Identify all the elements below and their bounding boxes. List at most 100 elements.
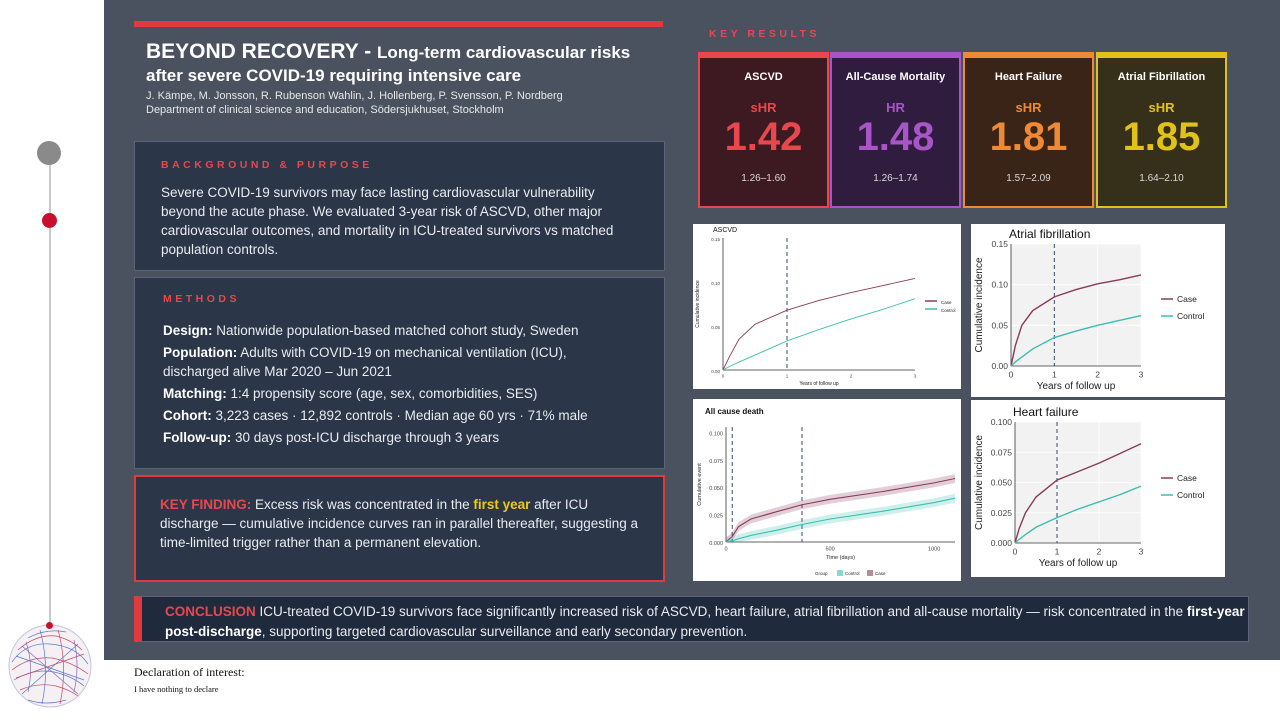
- x-tick-label: 2: [1095, 370, 1100, 380]
- chart-title: Heart failure: [1013, 405, 1079, 419]
- key-result-value: 1.81: [989, 115, 1068, 159]
- y-tick-label: 0.00: [991, 361, 1008, 371]
- chart-death: 0.100 0.075 0.050 0.025 0.000 0 500 1000 All cau…: [693, 399, 961, 581]
- declaration-text: I have nothing to declare: [134, 684, 219, 694]
- nav-dot-grey[interactable]: [37, 141, 61, 165]
- key-result-metric: sHR: [750, 100, 777, 115]
- series-line-case: [725, 477, 956, 543]
- key-result-card: All-Cause Mortality HR 1.48 1.26–1.74: [830, 52, 961, 208]
- series-line-control: [1014, 485, 1142, 544]
- methods-population: Population: Adults with COVID-19 on mech…: [163, 345, 567, 379]
- key-result-ci: 1.57–2.09: [1006, 173, 1051, 184]
- key-result-metric: HR: [886, 100, 905, 115]
- key-result-card: Heart Failure sHR 1.81 1.57–2.09: [963, 52, 1094, 208]
- declaration: Declaration of interest: I have nothing …: [134, 665, 245, 694]
- key-result-card: ASCVD sHR 1.42 1.26–1.60: [698, 52, 829, 208]
- x-tick-label: 1: [1052, 370, 1057, 380]
- x-tick-label: 2: [850, 374, 853, 379]
- nav-dot-red[interactable]: [42, 213, 57, 228]
- key-result-metric: sHR: [1148, 100, 1175, 115]
- series-line-case: [722, 278, 916, 371]
- key-result-title: ASCVD: [744, 71, 783, 83]
- x-tick-label: 0: [724, 547, 727, 553]
- key-result-value: 1.85: [1122, 115, 1201, 159]
- legend-label: Case: [941, 300, 952, 305]
- y-axis-label: Cumulative event: [697, 463, 703, 506]
- key-result-title: Atrial Fibrillation: [1117, 71, 1206, 83]
- key-result-card: Atrial Fibrillation sHR 1.85 1.64–2.10: [1096, 52, 1227, 208]
- key-result-title: Heart Failure: [994, 71, 1063, 83]
- legend-label: Case: [875, 571, 886, 576]
- series-ci-band-case: [726, 474, 955, 542]
- y-axis-label: Cumulative incidence: [695, 280, 701, 328]
- y-tick-label: 0.10: [711, 281, 720, 286]
- declaration-title: Declaration of interest:: [134, 665, 245, 679]
- y-axis-label: Cumulative incidence: [974, 257, 985, 352]
- title-accent-bar: [134, 21, 663, 27]
- department: Department of clinical science and educa…: [146, 104, 504, 116]
- legend-label: Control: [1177, 311, 1205, 321]
- key-result-metric: sHR: [1015, 100, 1042, 115]
- key-finding-panel: KEY FINDING: Excess risk was concentrate…: [134, 475, 665, 582]
- key-result-ci: 1.64–2.10: [1139, 173, 1184, 184]
- y-tick-label: 0.075: [709, 459, 723, 465]
- authors: J. Kämpe, M. Jonsson, R. Rubenson Wahlin…: [146, 90, 563, 102]
- poster-title: BEYOND RECOVERY -: [146, 40, 378, 63]
- series-line-control: [725, 497, 956, 543]
- y-tick-label: 0.15: [991, 239, 1008, 249]
- x-axis-label: Years of follow up: [1037, 381, 1116, 392]
- methods-follow-up: Follow-up: 30 days post-ICU discharge th…: [163, 430, 500, 445]
- chart-af: 0.15 0.10 0.05 0.00 0 1 2 3 Atrial fibrillation Y…: [971, 224, 1225, 397]
- background-text: Severe COVID-19 survivors may face lasti…: [161, 185, 614, 257]
- methods-design: Design: Nationwide population-based matc…: [163, 323, 579, 338]
- y-tick-label: 0.00: [711, 369, 720, 374]
- x-axis-label: Time (days): [826, 555, 855, 561]
- y-tick-label: 0.15: [711, 237, 720, 242]
- y-tick-label: 0.075: [991, 447, 1013, 457]
- timeline-line: [49, 160, 51, 630]
- key-result-value: 1.42: [724, 115, 803, 159]
- key-results-heading: KEY RESULTS: [709, 28, 821, 40]
- x-tick-label: 3: [914, 374, 917, 379]
- legend-swatch-control: [837, 570, 843, 576]
- chart-title: All cause death: [705, 407, 764, 416]
- y-tick-label: 0.050: [709, 486, 723, 492]
- y-tick-label: 0.000: [991, 538, 1013, 548]
- series-line-control: [722, 298, 916, 371]
- methods-heading: METHODS: [163, 293, 240, 305]
- y-tick-label: 0.10: [991, 280, 1008, 290]
- y-tick-label: 0.05: [711, 325, 720, 330]
- legend-label: Control: [1177, 490, 1205, 500]
- x-tick-label: 1: [1055, 547, 1060, 557]
- sidebar: [0, 0, 104, 720]
- conclusion-text: CONCLUSION ICU-treated COVID-19 survivor…: [165, 604, 1245, 639]
- x-tick-label: 0: [722, 374, 725, 379]
- x-axis-label: Years of follow up: [1039, 558, 1118, 569]
- chart-title: Atrial fibrillation: [1009, 227, 1090, 241]
- background-heading: BACKGROUND & PURPOSE: [161, 159, 373, 171]
- series-line-control: [1010, 314, 1142, 367]
- chart-ascvd-svg: 0.15 0.10 0.05 0.000 1 2 3 ASCVD Years of follow…: [695, 227, 956, 387]
- key-result-title: All-Cause Mortality: [845, 71, 946, 83]
- x-tick-label: 500: [825, 547, 834, 553]
- poster-subtitle-line2: after severe COVID-19 requiring intensiv…: [146, 66, 522, 85]
- y-axis-label: Cumulative incidence: [974, 435, 985, 530]
- chart-title: ASCVD: [713, 227, 737, 234]
- x-tick-label: 2: [1097, 547, 1102, 557]
- methods-matching: Matching: 1:4 propensity score (age, sex…: [163, 386, 538, 401]
- legend-label: Control: [941, 308, 956, 313]
- x-tick-label: 3: [1139, 547, 1144, 557]
- y-tick-label: 0.100: [709, 431, 723, 437]
- key-result-ci: 1.26–1.60: [741, 173, 786, 184]
- legend-title: Group: [815, 571, 828, 576]
- legend-label: Case: [1177, 294, 1197, 304]
- x-axis-label: Years of follow up: [799, 381, 839, 387]
- key-result-ci: 1.26–1.74: [873, 173, 918, 184]
- methods-cohort: Cohort: 3,223 cases · 12,892 controls · …: [163, 408, 588, 423]
- x-tick-label: 3: [1139, 370, 1144, 380]
- methods-list: Design: Nationwide population-based matc…: [163, 321, 636, 447]
- poster-subtitle: Long-term cardiovascular risks: [377, 43, 631, 62]
